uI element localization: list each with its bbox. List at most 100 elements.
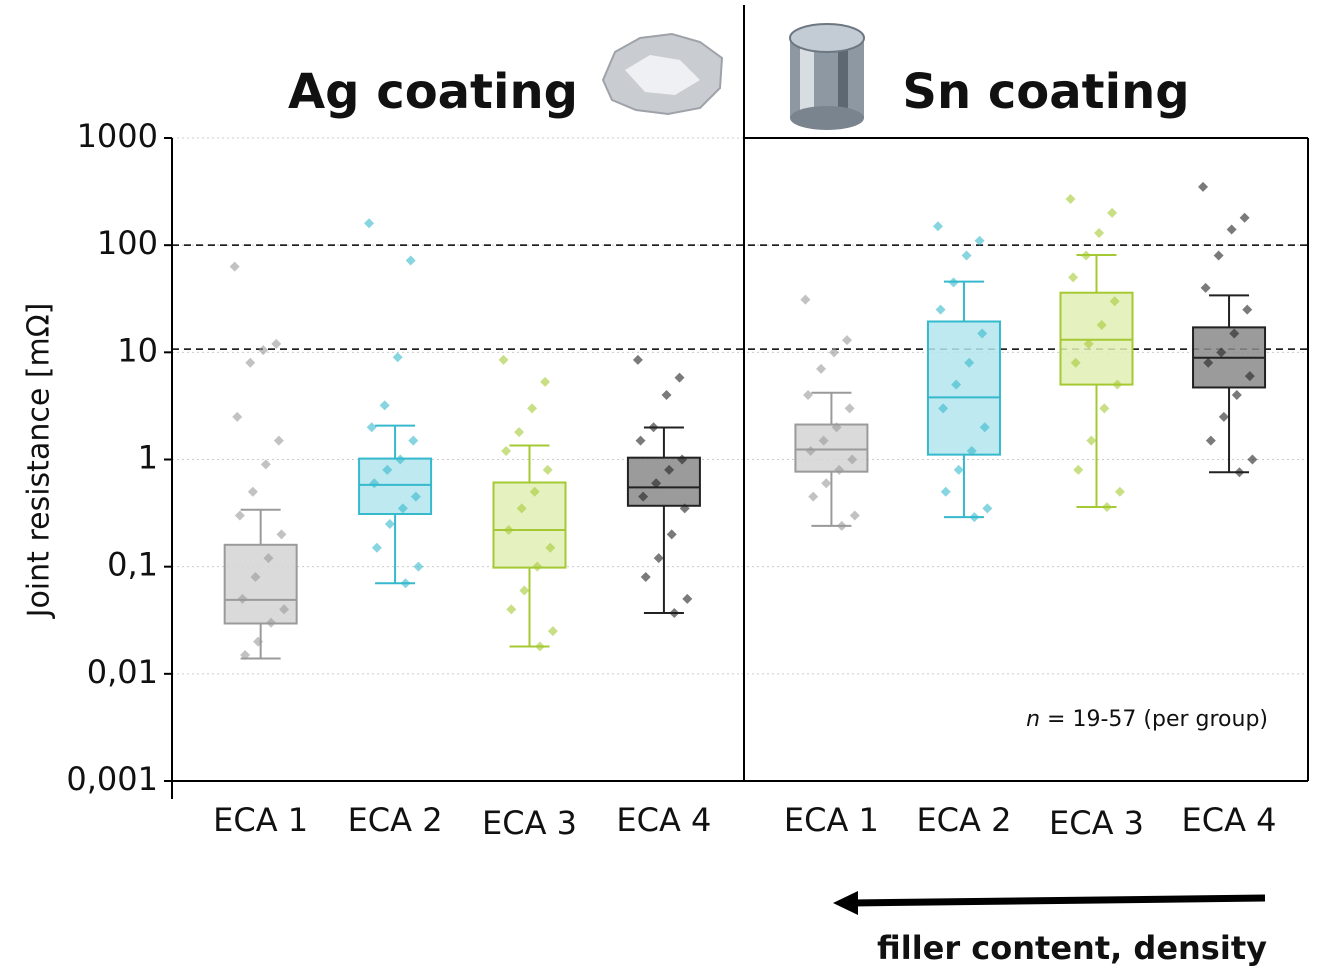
data-point — [514, 427, 524, 437]
data-point — [540, 377, 550, 387]
data-point — [232, 412, 242, 422]
data-point — [675, 373, 685, 383]
data-point — [1234, 467, 1244, 477]
panel-title: Sn coating — [902, 64, 1189, 120]
x-tick-label: ECA 1 — [213, 801, 308, 839]
data-point — [393, 352, 403, 362]
data-point — [501, 446, 511, 456]
data-point — [385, 519, 395, 529]
data-point — [1240, 213, 1250, 223]
data-point — [413, 562, 423, 572]
data-point — [248, 487, 258, 497]
x-tick-label: ECA 3 — [482, 804, 577, 842]
data-point — [821, 478, 831, 488]
x-tick-label: ECA 4 — [616, 801, 711, 839]
panel-title: Ag coating — [288, 64, 578, 120]
annotation-symbol: n — [1026, 707, 1040, 732]
data-point — [975, 236, 985, 246]
y-tick-label: 0,001 — [66, 760, 158, 798]
data-point — [271, 339, 281, 349]
data-point — [1068, 272, 1078, 282]
data-point — [949, 277, 959, 287]
data-point — [845, 403, 855, 413]
data-point — [837, 521, 847, 531]
data-point — [1099, 403, 1109, 413]
data-point — [367, 422, 377, 432]
data-point — [519, 585, 529, 595]
data-point — [1219, 412, 1229, 422]
annotation-text: = 19-57 (per group) — [1047, 707, 1268, 732]
data-point — [1206, 436, 1216, 446]
data-point — [941, 487, 951, 497]
silver-icon — [603, 34, 722, 114]
data-point — [535, 641, 545, 651]
data-point — [1107, 208, 1117, 218]
annotation: n = 19-57 (per group) — [1026, 707, 1268, 732]
data-point — [499, 355, 509, 365]
data-point — [962, 251, 972, 261]
data-point — [364, 218, 374, 228]
data-point — [800, 295, 810, 305]
data-point — [380, 400, 390, 410]
y-tick-label: 1 — [138, 439, 158, 477]
data-point — [1247, 455, 1257, 465]
data-point — [654, 553, 664, 563]
data-point — [1086, 436, 1096, 446]
data-point — [850, 511, 860, 521]
y-axis-label: Joint resistance [mΩ] — [22, 303, 57, 620]
data-point — [662, 390, 672, 400]
y-tick-label: 0,1 — [107, 546, 158, 584]
box — [1061, 293, 1133, 385]
data-point — [276, 529, 286, 539]
data-point — [1073, 465, 1083, 475]
x-tick-label: ECA 1 — [784, 801, 879, 839]
data-point — [548, 626, 558, 636]
data-point — [400, 578, 410, 588]
data-point — [408, 436, 418, 446]
data-point — [372, 543, 382, 553]
data-point — [633, 355, 643, 365]
chart: Joint resistance [mΩ] n = 19-57 (per gro… — [0, 0, 1317, 970]
data-point — [649, 422, 659, 432]
data-point — [1242, 305, 1252, 315]
data-point — [274, 436, 284, 446]
data-point — [933, 221, 943, 231]
y-tick-label: 1000 — [77, 117, 158, 155]
data-point — [969, 512, 979, 522]
data-point — [1214, 251, 1224, 261]
data-point — [636, 436, 646, 446]
data-point — [261, 459, 271, 469]
data-point — [1066, 194, 1076, 204]
data-point — [1227, 225, 1237, 235]
data-point — [406, 255, 416, 265]
y-tick-label: 100 — [97, 224, 158, 262]
data-point — [1081, 251, 1091, 261]
data-point — [667, 529, 677, 539]
data-point — [954, 465, 964, 475]
box — [795, 425, 867, 472]
tin-can-icon — [790, 24, 864, 130]
box — [628, 458, 700, 506]
data-point — [842, 335, 852, 345]
data-point — [1094, 228, 1104, 238]
x-tick-label: ECA 4 — [1182, 801, 1277, 839]
data-point — [527, 403, 537, 413]
data-point — [543, 465, 553, 475]
data-point — [982, 503, 992, 513]
box — [359, 459, 431, 514]
y-tick-label: 10 — [117, 331, 158, 369]
data-point — [641, 572, 651, 582]
data-point — [258, 345, 268, 355]
arrow-label: filler content, density — [877, 929, 1267, 967]
data-point — [808, 492, 818, 502]
data-point — [1115, 487, 1125, 497]
data-point — [1102, 502, 1112, 512]
box — [928, 321, 1000, 454]
data-point — [506, 604, 516, 614]
data-point — [235, 511, 245, 521]
data-point — [816, 364, 826, 374]
data-point — [245, 358, 255, 368]
data-point — [803, 390, 813, 400]
data-point — [936, 305, 946, 315]
data-point — [1201, 283, 1211, 293]
